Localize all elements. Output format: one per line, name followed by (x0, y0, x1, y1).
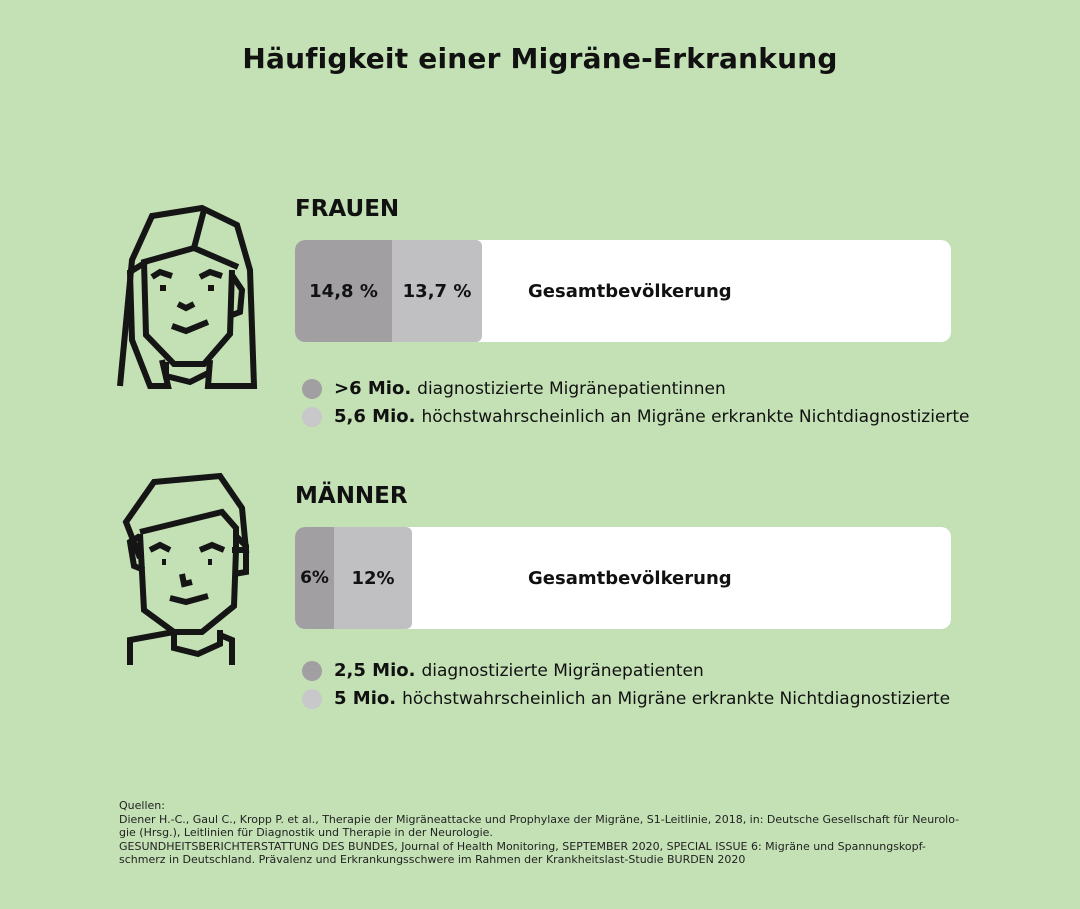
legend-text: diagnostizierte Migränepatientinnen (417, 378, 726, 399)
legend-item-undiagnosed: 5,6 Mio. höchstwahrscheinlich an Migräne… (302, 406, 970, 427)
legend-count: >6 Mio. (334, 378, 412, 399)
legend-dot-dark (302, 660, 322, 681)
bar-segment-diagnosed: 14,8 % (295, 240, 392, 342)
legend-count: 2,5 Mio. (334, 660, 416, 681)
section-label-maenner: MÄNNER (295, 483, 408, 509)
legend-text: diagnostizierte Migränepatienten (421, 660, 704, 681)
legend-count: 5 Mio. (334, 688, 397, 709)
bar-total-label: Gesamtbevölkerung (528, 280, 732, 302)
legend-text: höchstwahrscheinlich an Migräne erkrankt… (421, 406, 970, 427)
bar-total-label: Gesamtbevölkerung (528, 567, 732, 589)
bar-segment-diagnosed: 6% (295, 527, 334, 629)
source-line: GESUNDHEITSBERICHTERSTATTUNG DES BUNDES,… (119, 839, 926, 853)
woman-icon (117, 204, 258, 389)
source-line: gie (Hrsg.), Leitlinien für Diagnostik u… (119, 826, 493, 839)
legend-item-undiagnosed: 5 Mio. höchstwahrscheinlich an Migräne e… (302, 688, 950, 709)
legend-dot-light (302, 406, 322, 427)
bar-segment-undiagnosed: 13,7 % (392, 240, 482, 342)
chart-title: Häufigkeit einer Migräne-Erkrankung (242, 42, 838, 75)
legend-item-diagnosed: 2,5 Mio. diagnostizierte Migränepatiente… (302, 660, 704, 681)
sources-heading: Quellen: (119, 799, 165, 812)
source-line: schmerz in Deutschland. Prävalenz und Er… (119, 853, 746, 866)
legend-item-diagnosed: >6 Mio. diagnostizierte Migränepatientin… (302, 378, 726, 399)
legend-dot-light (302, 688, 322, 709)
source-line: Diener H.-C., Gaul C., Kropp P. et al., … (119, 812, 960, 826)
bar-maenner: 6% 12% Gesamtbevölkerung (295, 527, 951, 629)
man-icon (122, 472, 250, 665)
section-label-frauen: FRAUEN (295, 196, 400, 222)
legend-text: höchstwahrscheinlich an Migräne erkrankt… (402, 688, 951, 709)
legend-count: 5,6 Mio. (334, 406, 416, 427)
bar-segment-undiagnosed: 12% (334, 527, 412, 629)
sources: Quellen: Diener H.-C., Gaul C., Kropp P.… (119, 799, 979, 867)
legend-dot-dark (302, 378, 322, 399)
bar-frauen: 14,8 % 13,7 % Gesamtbevölkerung (295, 240, 951, 342)
